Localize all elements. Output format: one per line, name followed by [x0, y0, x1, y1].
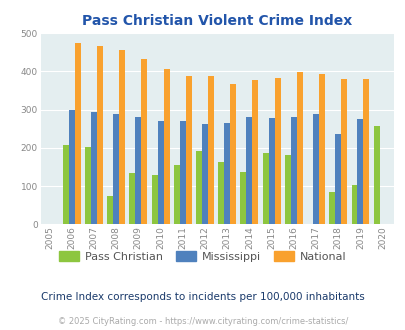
Bar	[173, 165, 179, 224]
Bar	[217, 162, 224, 224]
Legend: Pass Christian, Mississippi, National: Pass Christian, Mississippi, National	[55, 247, 350, 266]
Bar	[196, 150, 202, 224]
Bar	[341, 79, 346, 224]
Bar	[252, 80, 258, 224]
Bar	[91, 112, 97, 224]
Bar	[351, 185, 357, 224]
Bar	[357, 119, 362, 224]
Bar	[62, 145, 68, 224]
Bar	[85, 147, 91, 224]
Bar	[119, 50, 125, 224]
Bar	[240, 172, 246, 224]
Bar	[290, 117, 296, 224]
Bar	[157, 121, 163, 224]
Title: Pass Christian Violent Crime Index: Pass Christian Violent Crime Index	[82, 14, 352, 28]
Bar	[68, 110, 75, 224]
Bar	[312, 114, 318, 224]
Text: Crime Index corresponds to incidents per 100,000 inhabitants: Crime Index corresponds to incidents per…	[41, 292, 364, 302]
Bar	[373, 126, 379, 224]
Bar	[274, 78, 280, 224]
Bar	[113, 114, 119, 224]
Bar	[151, 175, 157, 224]
Bar	[97, 46, 102, 224]
Text: © 2025 CityRating.com - https://www.cityrating.com/crime-statistics/: © 2025 CityRating.com - https://www.city…	[58, 317, 347, 326]
Bar	[262, 153, 268, 224]
Bar	[179, 121, 185, 224]
Bar	[284, 155, 290, 224]
Bar	[224, 122, 230, 224]
Bar	[230, 84, 236, 224]
Bar	[268, 118, 274, 224]
Bar	[185, 76, 191, 224]
Bar	[129, 174, 135, 224]
Bar	[246, 117, 252, 224]
Bar	[135, 117, 141, 224]
Bar	[318, 74, 324, 224]
Bar	[163, 69, 169, 224]
Bar	[107, 196, 113, 224]
Bar	[75, 43, 81, 224]
Bar	[335, 134, 341, 224]
Bar	[207, 76, 213, 224]
Bar	[362, 79, 369, 224]
Bar	[202, 124, 207, 224]
Bar	[328, 192, 335, 224]
Bar	[296, 72, 302, 224]
Bar	[141, 59, 147, 224]
